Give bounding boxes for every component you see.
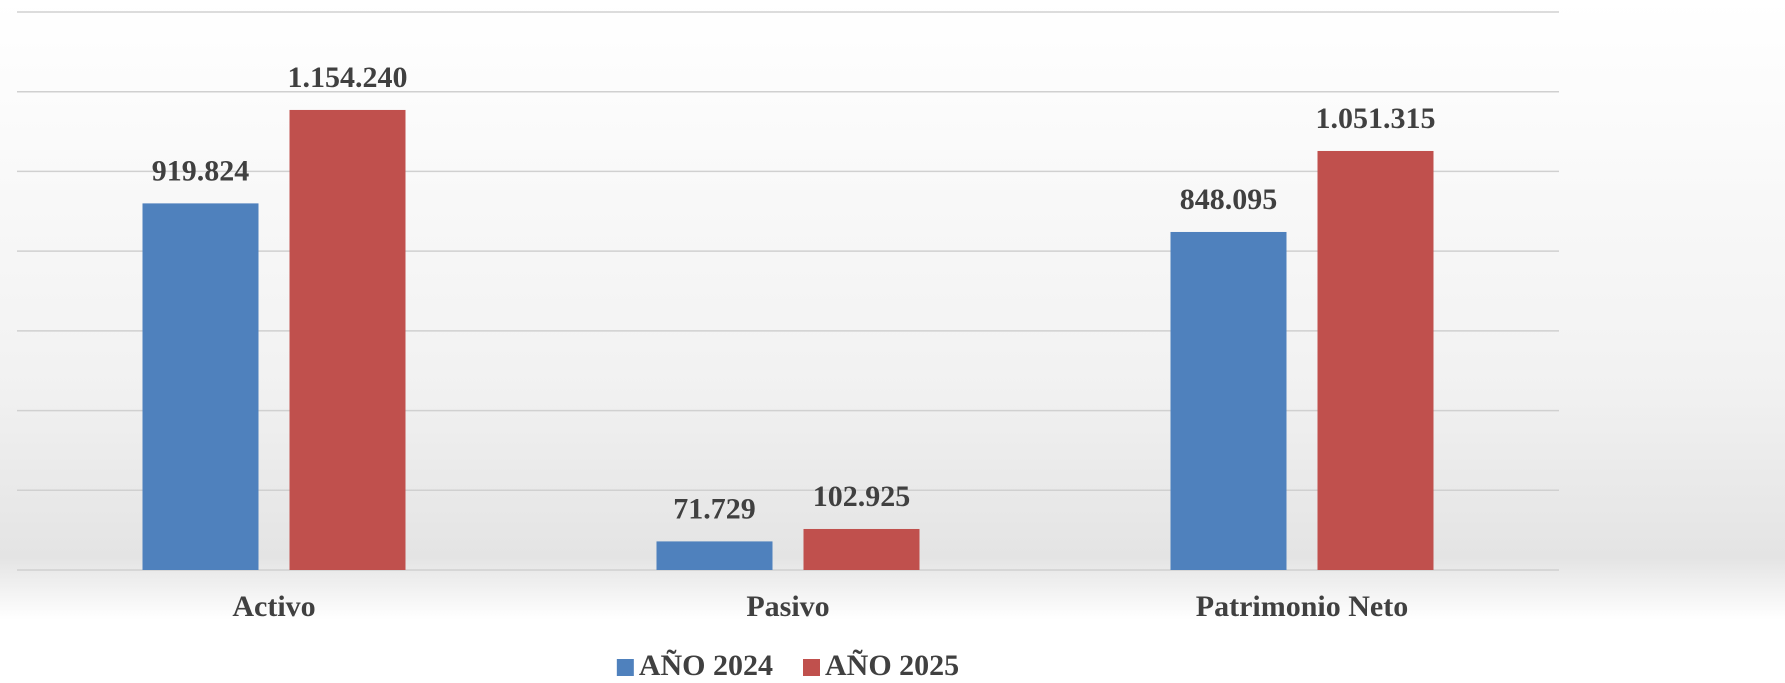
x-tick-label: Activo (232, 590, 315, 623)
x-tick-label: Patrimonio Neto (1196, 590, 1408, 623)
data-label: 919.824 (152, 154, 250, 187)
x-tick-label: Pasivo (746, 590, 829, 623)
legend-swatch (803, 659, 820, 676)
legend-label: AÑO 2024 (639, 649, 773, 682)
data-label: 1.051.315 (1316, 102, 1436, 135)
legend-swatch (616, 659, 634, 676)
data-label: 848.095 (1180, 183, 1278, 216)
legend-label: AÑO 2025 (825, 649, 959, 682)
bar (289, 109, 406, 570)
legend-item: AÑO 2025 (803, 649, 959, 682)
bar (1170, 231, 1287, 570)
data-label: 71.729 (673, 492, 756, 525)
bar (1317, 150, 1434, 570)
data-label: 102.925 (813, 480, 911, 513)
background (0, 0, 1785, 620)
bar (656, 541, 773, 570)
data-label: 1.154.240 (288, 61, 408, 94)
legend-item: AÑO 2024 (616, 649, 773, 682)
bar (803, 528, 920, 570)
bar (142, 203, 259, 570)
